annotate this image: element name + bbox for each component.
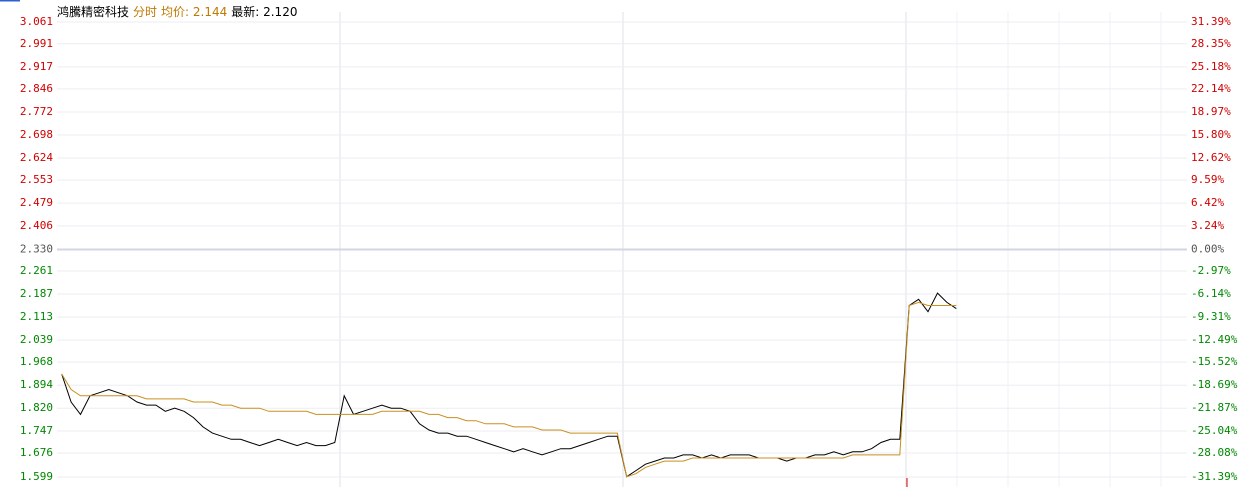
y2-tick-label: -25.04% <box>1191 424 1238 437</box>
y2-tick-label: -9.31% <box>1191 310 1231 323</box>
y-tick-label: 3.061 <box>20 15 53 28</box>
y-tick-label: 1.747 <box>20 424 53 437</box>
y2-tick-label: -21.87% <box>1191 401 1238 414</box>
y2-tick-label: 31.39% <box>1191 15 1231 28</box>
y-tick-label: 2.624 <box>20 151 53 164</box>
y2-tick-label: 12.62% <box>1191 151 1231 164</box>
y-tick-label: 1.676 <box>20 446 53 459</box>
y-tick-label: 2.553 <box>20 173 53 186</box>
y2-tick-label: -31.39% <box>1191 470 1238 483</box>
y-tick-label: 1.894 <box>20 378 53 391</box>
y2-tick-label: -18.69% <box>1191 378 1238 391</box>
y-tick-label: 2.917 <box>20 60 53 73</box>
y-tick-label: 2.406 <box>20 219 53 232</box>
stock-name: 鸿騰精密科技 <box>57 5 130 19</box>
y-tick-label: 1.968 <box>20 355 53 368</box>
y2-tick-label: 18.97% <box>1191 105 1231 118</box>
y2-tick-label: -12.49% <box>1191 333 1238 346</box>
y2-tick-label: 15.80% <box>1191 128 1231 141</box>
y-tick-label: 2.330 <box>20 243 53 256</box>
y-tick-label: 2.698 <box>20 128 53 141</box>
price-line <box>61 301 957 478</box>
y-tick-label: 2.261 <box>20 264 53 277</box>
y-tick-label: 2.039 <box>20 333 53 346</box>
y-tick-label: 2.846 <box>20 82 53 95</box>
y-tick-label: 2.772 <box>20 105 53 118</box>
y2-tick-label: 9.59% <box>1191 173 1224 186</box>
header: 鸿騰精密科技 分时 均价: 2.144 最新: 2.120 <box>57 3 301 20</box>
y2-tick-label: -15.52% <box>1191 355 1238 368</box>
last-price: 最新: 2.120 <box>231 5 298 19</box>
price-line <box>61 292 957 478</box>
y-tick-label: 2.479 <box>20 196 53 209</box>
y-tick-label: 2.187 <box>20 287 53 300</box>
y2-tick-label: -2.97% <box>1191 264 1231 277</box>
y-tick-label: 2.991 <box>20 37 53 50</box>
y-tick-label: 1.820 <box>20 401 53 414</box>
y2-tick-label: 28.35% <box>1191 37 1231 50</box>
y2-tick-label: 22.14% <box>1191 82 1231 95</box>
y2-tick-label: 3.24% <box>1191 219 1224 232</box>
y-tick-label: 2.113 <box>20 310 53 323</box>
y2-tick-label: 6.42% <box>1191 196 1224 209</box>
y-tick-label: 1.599 <box>20 470 53 483</box>
y2-tick-label: 0.00% <box>1191 243 1224 256</box>
y2-tick-label: -6.14% <box>1191 287 1231 300</box>
mode: 分时 <box>133 5 158 19</box>
average-price: 均价: 2.144 <box>161 5 228 19</box>
y2-tick-label: -28.08% <box>1191 446 1238 459</box>
y2-tick-label: 25.18% <box>1191 60 1231 73</box>
